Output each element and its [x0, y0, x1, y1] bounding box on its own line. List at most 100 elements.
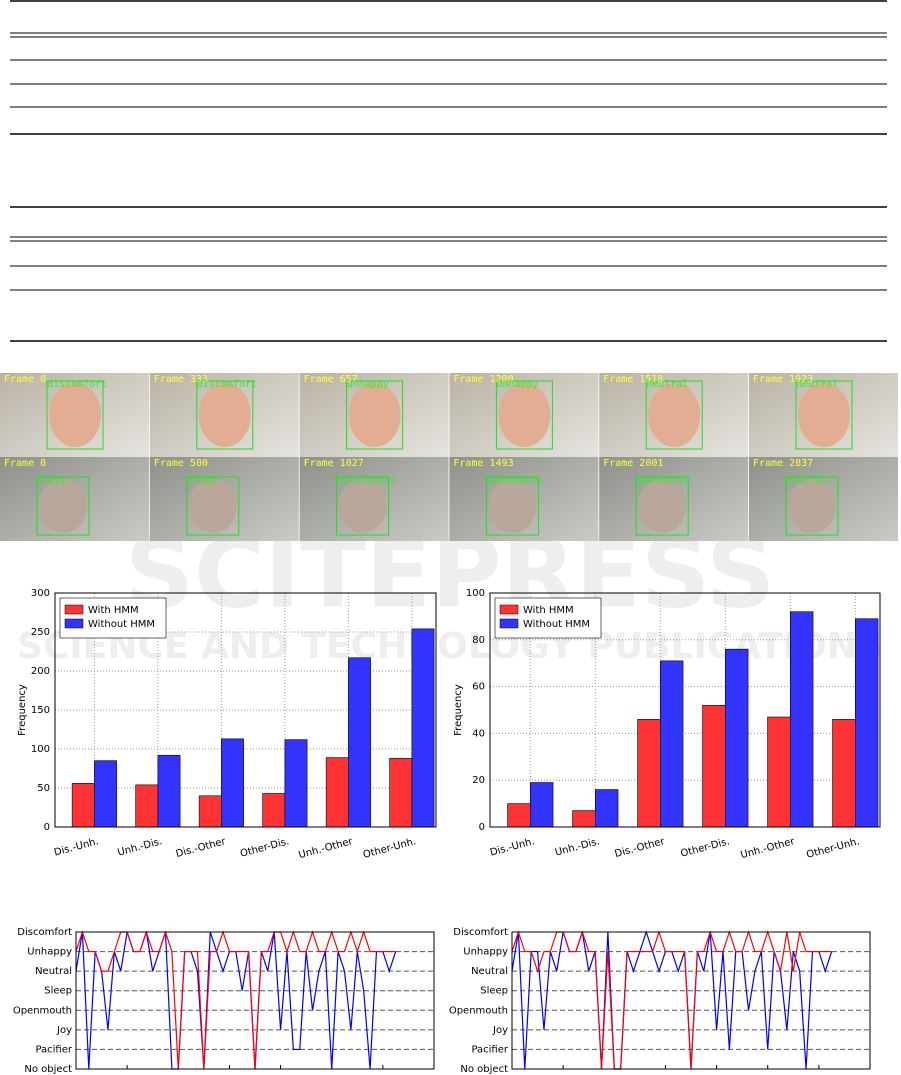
x-tick-label: Dis.-Unh.	[53, 836, 100, 858]
plot-frame	[511, 931, 871, 1070]
bar	[572, 810, 596, 828]
y-tick-label: 40	[472, 728, 485, 739]
x-tick-label: Other-Dis.	[239, 836, 290, 860]
legend-label: Without HMM	[88, 619, 155, 630]
y-tick-label: 50	[37, 783, 50, 794]
bar	[637, 719, 661, 828]
detection-box	[635, 476, 689, 536]
frame-label: Frame 0	[4, 374, 46, 385]
detection-box	[46, 380, 104, 450]
class-label: neutral	[646, 379, 688, 390]
bar	[325, 757, 349, 828]
face	[648, 383, 701, 447]
y-tick-label: Unhappy	[27, 947, 72, 958]
face	[488, 479, 537, 533]
bar	[411, 628, 435, 828]
bar	[284, 739, 308, 828]
legend-swatch	[64, 618, 84, 629]
face	[49, 383, 101, 447]
y-tick-label: Joy	[492, 1025, 508, 1036]
y-tick-label: 200	[31, 666, 50, 677]
bar	[529, 782, 554, 828]
line-series	[75, 930, 396, 1070]
face	[338, 479, 387, 533]
frame-label: Frame 500	[154, 458, 208, 469]
x-tick-label: Dis.-Other	[175, 836, 228, 860]
face	[788, 479, 836, 533]
y-tick-label: 300	[31, 588, 50, 599]
y-tick-label: Pacifier	[35, 1044, 72, 1055]
bar	[702, 705, 726, 828]
class-label: unhappy	[347, 379, 389, 390]
x-tick-label: Unh.-Other	[297, 836, 354, 861]
y-tick-label: 0	[479, 822, 485, 833]
bar	[659, 660, 684, 828]
y-tick-label: Pacifier	[471, 1044, 508, 1055]
frame-label: Frame 0	[4, 458, 46, 469]
y-tick-label: 150	[31, 705, 50, 716]
bar	[507, 803, 531, 828]
bar	[594, 789, 619, 828]
frame-label: Frame 1200	[453, 374, 513, 385]
x-tick-label: Other-Unh.	[805, 836, 861, 861]
class-label: sleep	[187, 475, 217, 486]
y-tick-label: Discomfort	[453, 927, 508, 938]
detection-box	[336, 476, 390, 536]
class-label: openmouth	[636, 475, 690, 486]
x-tick-label: Unh.-Dis.	[554, 836, 601, 858]
y-tick-label: Openmouth	[13, 1005, 72, 1016]
legend-label: Without HMM	[523, 619, 590, 630]
class-label: neutral	[796, 379, 838, 390]
frame-label: Frame 2001	[603, 458, 663, 469]
frame-label: Frame 657	[304, 374, 358, 385]
bar	[724, 648, 749, 828]
face	[798, 383, 850, 447]
plot-frame	[489, 592, 881, 828]
x-tick-label: Unh.-Dis.	[116, 836, 163, 858]
y-tick-label: 100	[466, 588, 485, 599]
class-label: discomfort	[197, 379, 257, 390]
bar	[157, 754, 181, 828]
face	[498, 383, 551, 447]
y-tick-label: No object	[460, 1064, 508, 1075]
line-series	[511, 930, 832, 1070]
bar	[789, 611, 814, 828]
bar	[389, 758, 413, 828]
bar	[71, 783, 95, 828]
legend-swatch	[64, 604, 84, 615]
legend-swatch	[499, 604, 519, 615]
plot-frame	[54, 592, 437, 828]
bar	[221, 738, 244, 828]
legend	[494, 597, 602, 639]
bar	[135, 784, 159, 828]
legend-label: With HMM	[523, 605, 574, 616]
bar	[262, 793, 286, 828]
detection-box	[186, 476, 240, 536]
class-label: discomfort	[47, 379, 107, 390]
bar	[348, 657, 371, 828]
table-1	[10, 0, 887, 135]
bar	[832, 719, 856, 828]
detection-box	[346, 380, 404, 450]
face	[188, 479, 237, 533]
y-tick-label: No object	[24, 1064, 72, 1075]
y-tick-label: 100	[31, 744, 50, 755]
y-tick-label: 60	[472, 682, 485, 693]
plot-frame	[75, 931, 435, 1070]
y-tick-label: Neutral	[471, 966, 508, 977]
legend-swatch	[499, 618, 519, 629]
face	[39, 479, 87, 533]
class-label: openmouth	[486, 475, 540, 486]
y-axis-label: Frequency	[17, 684, 28, 736]
x-tick-label: Dis.-Other	[614, 836, 667, 860]
face	[638, 479, 687, 533]
x-tick-label: Unh.-Other	[739, 836, 796, 861]
table-2	[10, 206, 887, 342]
detection-box	[785, 476, 839, 536]
bar	[94, 760, 117, 828]
face	[348, 383, 401, 447]
detection-box	[196, 380, 254, 450]
y-tick-label: Joy	[56, 1025, 72, 1036]
bar	[854, 618, 879, 828]
